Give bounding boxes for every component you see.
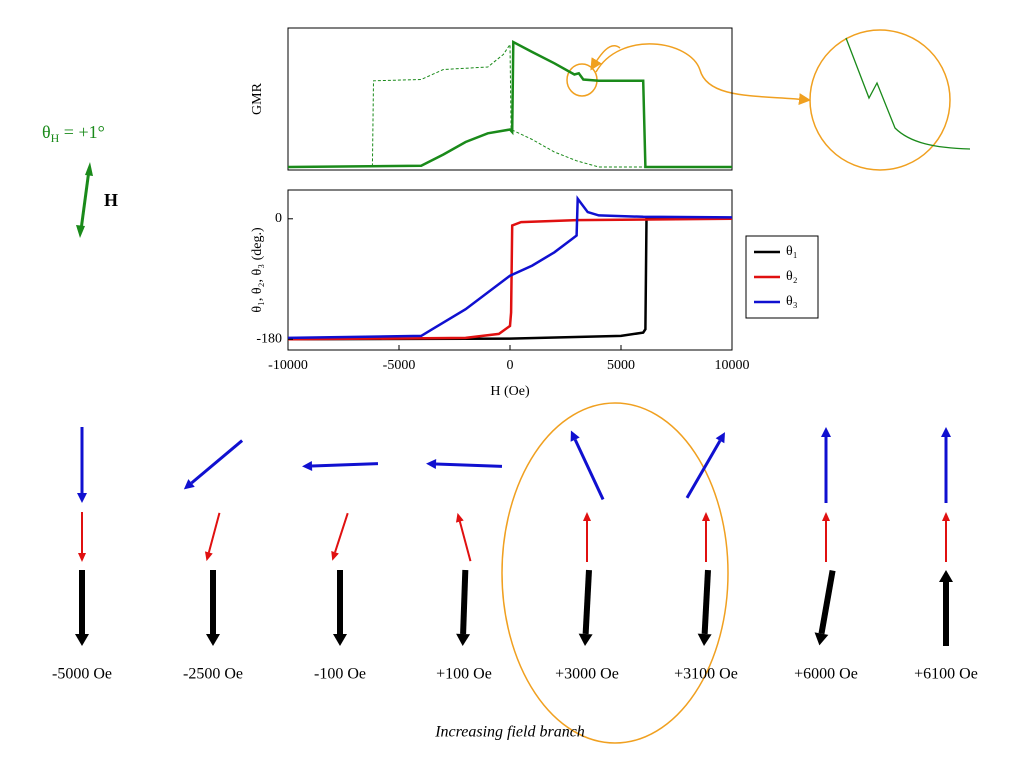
- moment-arrow: [821, 427, 831, 503]
- moment-arrow: [685, 432, 725, 499]
- moment-arrow: [75, 570, 89, 646]
- field-value-label: -100 Oe: [314, 666, 366, 683]
- field-value-label: +100 Oe: [436, 666, 492, 683]
- x-tick-label: 5000: [607, 358, 635, 373]
- arrow-head: [455, 512, 464, 523]
- zoom-inset: [566, 29, 971, 171]
- curve: [287, 195, 733, 340]
- curve: [288, 42, 732, 168]
- arrow-head: [333, 634, 347, 646]
- arrow-head: [697, 633, 712, 646]
- moment-arrow: [333, 570, 347, 646]
- moment-arrow: [814, 570, 836, 646]
- moment-arrow: [455, 512, 472, 562]
- arrow-head: [206, 634, 220, 646]
- moment-arrow: [578, 569, 593, 646]
- moment-arrow: [331, 512, 349, 561]
- y-axis-label: GMR: [250, 82, 265, 115]
- arrow-shaft: [334, 512, 349, 553]
- moment-arrow: [302, 460, 379, 471]
- plot-frame: [287, 27, 733, 171]
- legend-label: θ₂: [786, 269, 798, 284]
- field-value-label: -5000 Oe: [52, 666, 112, 683]
- field-value-label: -2500 Oe: [183, 666, 243, 683]
- arrow-shaft: [818, 570, 836, 635]
- arrow-shaft: [685, 440, 722, 499]
- arrow-head: [822, 512, 830, 521]
- field-value-label: +6100 Oe: [914, 666, 978, 683]
- curve: [287, 217, 733, 341]
- arrow-shaft: [582, 569, 592, 635]
- caption: Increasing field branch: [434, 724, 585, 741]
- arrow-head: [77, 493, 87, 503]
- arrow-shaft: [435, 462, 503, 468]
- arrow-shaft: [573, 438, 605, 501]
- arrow-head: [75, 634, 89, 646]
- moment-arrow: [77, 427, 87, 503]
- arrow-head: [702, 512, 710, 521]
- moment-arrow: [456, 569, 471, 646]
- x-tick-label: 0: [507, 358, 514, 373]
- moment-arrow: [570, 430, 605, 501]
- field-angle: θH = +1°: [42, 122, 105, 145]
- arrow-head: [204, 551, 213, 562]
- arrow-head: [426, 459, 437, 470]
- moment-arrow: [204, 512, 221, 562]
- moment-arrow: [941, 427, 951, 503]
- moment-arrow: [78, 512, 86, 562]
- arrow-shaft: [190, 439, 244, 485]
- moment-arrow: [697, 569, 712, 646]
- arrow-head: [715, 432, 725, 444]
- arrow-head: [941, 427, 951, 437]
- y-tick-label: -180: [256, 332, 282, 347]
- arrow-shaft: [701, 569, 711, 635]
- arrow-head: [939, 570, 953, 582]
- arrow-shaft: [460, 569, 469, 635]
- moment-arrow: [939, 570, 953, 646]
- moment-arrow: [426, 459, 503, 470]
- arrow-head: [331, 550, 339, 561]
- arrow-shaft: [311, 462, 379, 468]
- moment-arrow: [206, 570, 220, 646]
- arrow-head: [78, 553, 86, 562]
- curve: [287, 39, 732, 169]
- field-label: H: [104, 190, 118, 210]
- x-tick-label: 10000: [715, 358, 750, 373]
- legend-label: θ₁: [786, 244, 798, 259]
- arrow-head: [821, 427, 831, 437]
- arrow-head: [456, 633, 471, 646]
- moment-arrow: [583, 512, 591, 562]
- x-tick-label: -5000: [383, 358, 416, 373]
- arrow-head: [578, 633, 593, 646]
- moment-arrow: [702, 512, 710, 562]
- arrow-shaft: [458, 521, 472, 562]
- arrow-head: [183, 479, 195, 490]
- field-arrow: [76, 162, 93, 238]
- field-value-label: +6000 Oe: [794, 666, 858, 683]
- x-tick-label: -10000: [268, 358, 308, 373]
- arrow-head: [814, 632, 829, 646]
- y-tick-label: 0: [275, 211, 282, 226]
- moment-arrow: [942, 512, 950, 562]
- y-axis-label: θ₁, θ₂, θ₃ (deg.): [250, 227, 265, 313]
- x-axis-label: H (Oe): [490, 384, 530, 399]
- legend-label: θ₃: [786, 294, 798, 309]
- field-value-label: +3100 Oe: [674, 666, 738, 683]
- highlight-ellipse: [501, 402, 729, 744]
- arrow-head: [570, 430, 580, 442]
- arrow-head: [583, 512, 591, 521]
- moment-arrow: [822, 512, 830, 562]
- arrow-head: [942, 512, 950, 521]
- field-value-label: +3000 Oe: [555, 666, 619, 683]
- moment-arrow: [183, 439, 244, 490]
- arrow-shaft: [207, 512, 221, 553]
- arrow-head: [302, 460, 313, 471]
